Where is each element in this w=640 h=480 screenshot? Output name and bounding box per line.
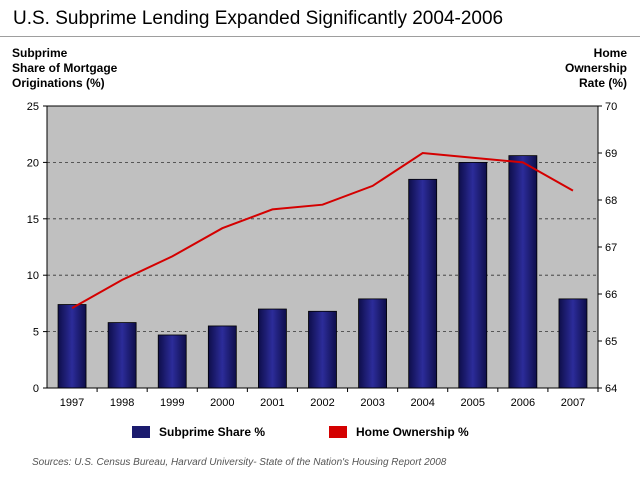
x-tick-label-2001: 2001 bbox=[260, 397, 284, 409]
x-tick-label-2007: 2007 bbox=[561, 397, 585, 409]
left-axis-label-line-2: Share of Mortgage bbox=[12, 61, 118, 75]
left-tick-label: 10 bbox=[27, 270, 39, 282]
bar-2004 bbox=[408, 178, 438, 389]
right-tick-label: 67 bbox=[605, 242, 617, 254]
right-axis-label-line-1: Home bbox=[593, 46, 627, 60]
x-tick-label-2004: 2004 bbox=[410, 397, 434, 409]
bar-2007 bbox=[558, 298, 588, 389]
bar-1998 bbox=[107, 322, 137, 389]
left-tick-label: 15 bbox=[27, 214, 39, 226]
bar-2005 bbox=[458, 161, 488, 389]
bar-1997 bbox=[57, 304, 87, 389]
right-tick-label: 69 bbox=[605, 148, 617, 160]
title-divider bbox=[0, 36, 640, 37]
x-tick-label-1998: 1998 bbox=[110, 397, 134, 409]
chart-title: U.S. Subprime Lending Expanded Significa… bbox=[13, 8, 504, 29]
left-axis-label-line-3: Originations (%) bbox=[12, 76, 105, 90]
bar-2003 bbox=[358, 298, 387, 389]
legend-label-home-ownership: Home Ownership % bbox=[356, 425, 469, 439]
right-tick-label: 65 bbox=[605, 336, 617, 348]
x-tick-label-2003: 2003 bbox=[360, 397, 384, 409]
bar-2006 bbox=[508, 155, 538, 389]
legend-label-subprime: Subprime Share % bbox=[159, 425, 266, 439]
right-tick-label: 64 bbox=[605, 383, 617, 395]
x-tick-label-2005: 2005 bbox=[461, 397, 485, 409]
home-ownership-line bbox=[71, 151, 574, 309]
right-axis-label-line-3: Rate (%) bbox=[578, 76, 627, 90]
x-tick-label-1999: 1999 bbox=[160, 397, 184, 409]
left-axis-label: Subprime Share of Mortgage Originations … bbox=[12, 46, 172, 91]
right-axis-label-line-2: Ownership bbox=[564, 61, 627, 75]
left-tick-label: 20 bbox=[27, 157, 39, 169]
left-tick-label: 5 bbox=[33, 327, 39, 339]
right-tick-label: 66 bbox=[605, 289, 617, 301]
left-tick-label: 0 bbox=[33, 383, 39, 395]
bar-2002 bbox=[308, 310, 337, 389]
right-tick-label: 68 bbox=[605, 195, 617, 207]
right-axis-label: Home Ownership Rate (%) bbox=[467, 46, 627, 91]
left-axis-label-line-1: Subprime bbox=[12, 46, 68, 60]
legend-swatch-home-ownership bbox=[329, 426, 347, 438]
source-note: Sources: U.S. Census Bureau, Harvard Uni… bbox=[32, 457, 447, 468]
right-tick-label: 70 bbox=[605, 101, 617, 113]
left-tick-label: 25 bbox=[27, 101, 39, 113]
legend-swatch-subprime bbox=[132, 426, 150, 438]
bar-1999 bbox=[157, 334, 187, 389]
bar-2000 bbox=[207, 325, 237, 389]
x-tick-label-2000: 2000 bbox=[210, 397, 234, 409]
x-tick-label-2006: 2006 bbox=[511, 397, 535, 409]
x-tick-label-2002: 2002 bbox=[310, 397, 334, 409]
bar-2001 bbox=[258, 308, 287, 389]
x-tick-label-1997: 1997 bbox=[60, 397, 84, 409]
